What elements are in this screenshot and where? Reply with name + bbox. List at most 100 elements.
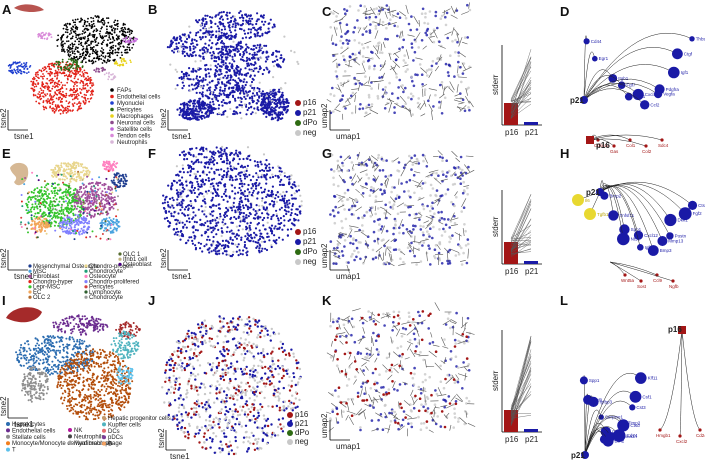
- legend-item: Ifnb1 cell: [118, 257, 147, 263]
- edge: [584, 390, 636, 456]
- panel-label-c: C: [322, 4, 332, 19]
- pair-line: [510, 100, 532, 102]
- legend-label: Myonuclei: [117, 101, 144, 107]
- pair-line: [510, 251, 532, 254]
- hub-node: p16: [668, 325, 686, 334]
- legend-item: Osteoblast: [118, 262, 152, 268]
- pair-line: [510, 336, 532, 418]
- edge: [583, 32, 693, 101]
- gene-node: Cxcl12: [633, 230, 658, 240]
- legend-item: dPo: [295, 118, 318, 127]
- gene-node: Postn: [666, 232, 687, 240]
- legend-item: p16: [295, 98, 317, 107]
- umap-axes-k: umap1 umap2: [320, 413, 361, 451]
- legend-label: B: [108, 442, 112, 448]
- pair-line: [510, 103, 532, 119]
- edge: [583, 51, 596, 101]
- pair-line: [510, 391, 532, 417]
- bone-icon: [10, 162, 29, 186]
- gene-node: Igf1: [637, 244, 653, 251]
- gene-node: Fgf2: [678, 207, 702, 221]
- bar-tick-label: p16: [505, 128, 519, 137]
- xlabel-c: umap1: [336, 132, 361, 141]
- svg-text:Igf1: Igf1: [681, 70, 689, 75]
- pair-line: [510, 341, 532, 424]
- gene-node: Ccl9: [653, 273, 662, 283]
- legend-swatch: [295, 229, 301, 235]
- gene-node: Cd24: [696, 428, 705, 438]
- ylabel-c: umap2: [320, 103, 329, 128]
- gene-node: Csf1: [629, 390, 652, 403]
- muscle-icon: [14, 4, 44, 12]
- tsne-scatter-e: [19, 160, 128, 241]
- legend-label: Tendon cells: [117, 134, 150, 140]
- legend-item: p21: [295, 108, 317, 117]
- legend-label: Lepr-MSC: [33, 285, 61, 291]
- svg-text:Cd44: Cd44: [591, 39, 602, 44]
- pair-line: [510, 248, 532, 256]
- bar-p21: [524, 261, 538, 264]
- legend-item: pDCs: [102, 435, 123, 441]
- legend-item: Lymphocyte: [84, 290, 122, 296]
- legend-item: Myonuclei: [110, 101, 144, 107]
- legend-label: Fibroblast: [33, 274, 60, 280]
- gene-node: Col2: [642, 144, 652, 154]
- gene-node: Cd74: [612, 429, 638, 442]
- xlabel-e: tsne1: [14, 272, 34, 281]
- legend-item: Chondro-prolifered: [84, 279, 139, 285]
- legend-item: Chondrocyte: [84, 269, 124, 275]
- hub-node: p21: [571, 451, 589, 460]
- pair-line: [510, 242, 532, 258]
- legend-label: Endothelial cells: [117, 95, 160, 101]
- panel-label-g: G: [322, 146, 332, 161]
- legend-label: FAPs: [117, 88, 131, 94]
- gene-node: Spp1: [579, 376, 600, 385]
- legend-label: Chondro-prolifered: [89, 279, 139, 285]
- svg-text:Thbs1: Thbs1: [696, 36, 705, 41]
- edge: [599, 183, 686, 214]
- pair-line: [510, 194, 532, 239]
- ylabel-e: tsne2: [0, 248, 8, 268]
- gene-node: Cxcl12: [632, 88, 659, 101]
- stderr-bar-k: stderr p16 p21: [491, 330, 542, 444]
- legend-item: Osteocyte: [84, 274, 117, 280]
- xlabel-f: tsne1: [172, 272, 192, 281]
- legend-label: neg: [303, 257, 316, 266]
- legend-label: Stellate cells: [12, 435, 46, 441]
- legend-swatch: [287, 421, 293, 427]
- gene-node: Igf1: [668, 66, 689, 79]
- svg-text:Col2: Col2: [642, 149, 652, 154]
- panel-d: D Cd44Egr1Itgb1Fgf7Tgfb1Cxcl12Ccl2VegfaP…: [560, 4, 705, 154]
- xlabel-b: tsne1: [172, 132, 192, 141]
- network-h: Bmp2Tnfsf11Spp1Nt5eCxcl12Igf1Bmp3Mmp13Po…: [572, 180, 705, 289]
- bar-tick-label: p16: [505, 435, 519, 444]
- gene-node: Timp2: [619, 419, 641, 427]
- gene-node: Cst3: [629, 404, 646, 411]
- legend-swatch: [110, 120, 114, 125]
- svg-text:Gas: Gas: [610, 149, 619, 154]
- pair-line: [510, 415, 532, 419]
- gene-node: Tnfsf11: [608, 210, 635, 221]
- gene-node: Nt5e: [617, 232, 641, 246]
- tsne-scatter-i: [15, 314, 141, 421]
- legend-swatch: [110, 114, 114, 118]
- bar-p21: [524, 429, 538, 432]
- bar-tick-label: p21: [525, 435, 539, 444]
- umap-velocity-k: [326, 302, 476, 437]
- legend-label: Macrophages: [117, 114, 153, 120]
- gene-node: Egr1: [592, 55, 609, 62]
- edge: [583, 375, 586, 456]
- legend-item: Pericytes: [84, 285, 114, 291]
- umap-velocity-g: [329, 150, 475, 274]
- pair-line: [510, 203, 532, 250]
- legend-item: Endothelial cells: [6, 428, 55, 434]
- legend-swatch: [110, 107, 114, 112]
- svg-text:Col1: Col1: [626, 143, 636, 148]
- panel-l: L Spp1Cd9Igfbp3Serpine1C3ApoeLcn2Serpina…: [560, 293, 705, 460]
- legend-label: Ifnb1 cell: [123, 257, 147, 263]
- panel-label-i: I: [2, 293, 6, 308]
- legend-item: Mesenchymal Osteocyte: [28, 264, 99, 270]
- legend-item: EC: [28, 290, 42, 296]
